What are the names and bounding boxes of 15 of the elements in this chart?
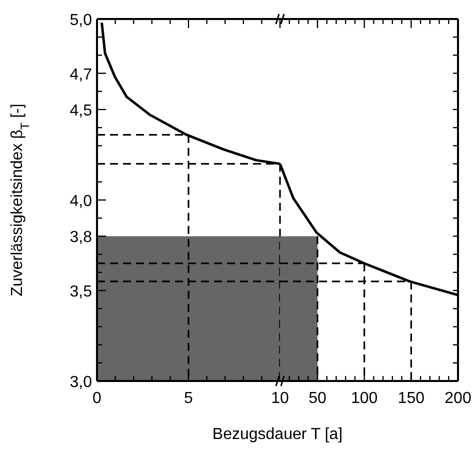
x-tick-label: 50: [308, 390, 326, 407]
y-tick-label: 5,0: [70, 12, 92, 29]
y-tick-label: 3,5: [70, 284, 92, 300]
x-tick-label: 200: [444, 390, 472, 407]
x-tick-label: 100: [350, 390, 378, 407]
y-tick-label: 3,0: [70, 374, 92, 391]
x-tick-label: 10: [271, 390, 289, 407]
y-tick-label: 4,5: [70, 102, 92, 120]
y-tick-label: 3,8: [70, 229, 92, 246]
x-tick-label: 150: [398, 390, 425, 407]
y-tick-label: 4,0: [70, 193, 92, 210]
y-tick-label: 4,7: [70, 66, 92, 84]
x-tick-label: 0: [92, 390, 102, 407]
x-axis-title: Bezugsdauer T [a]: [212, 426, 343, 443]
x-tick-label: 5: [184, 390, 194, 407]
